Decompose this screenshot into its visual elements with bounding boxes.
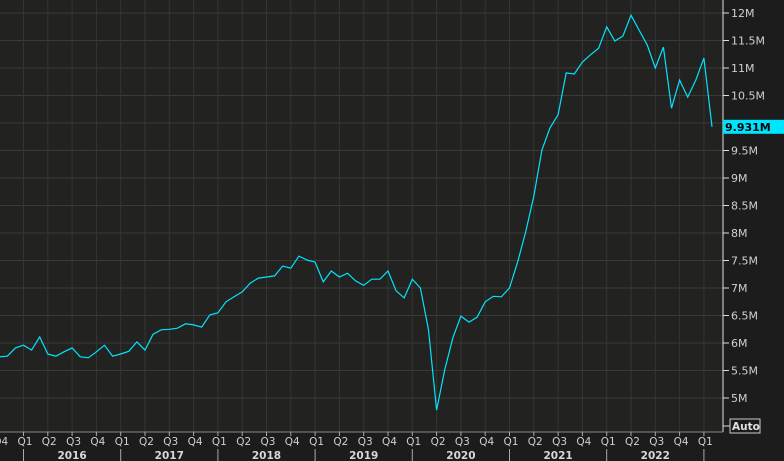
y-tick-label: 7M xyxy=(731,282,748,295)
series-line xyxy=(0,13,713,411)
auto-button-frame[interactable] xyxy=(729,418,761,434)
x-quarter-label: Q3 xyxy=(261,436,276,448)
y-tick-label: 9M xyxy=(731,172,748,185)
x-quarter-label: Q1 xyxy=(115,436,130,448)
y-tick-label: 6.5M xyxy=(731,310,758,323)
plot-area xyxy=(0,0,723,432)
x-year-label: 2017 xyxy=(155,450,184,461)
x-quarter-label: Q2 xyxy=(625,436,640,448)
x-quarter-label: Q2 xyxy=(139,436,154,448)
y-tick-label: 7.5M xyxy=(731,255,758,268)
x-year-label: 2021 xyxy=(543,450,572,461)
y-tick-label: 8.5M xyxy=(731,200,758,213)
auto-button-label[interactable]: Auto xyxy=(732,421,760,433)
x-year-label: 2018 xyxy=(252,450,281,461)
x-quarter-label: Q4 xyxy=(674,436,689,448)
x-quarter-label: Q3 xyxy=(358,436,373,448)
x-year-label: 2019 xyxy=(349,450,378,461)
auto-scale-button[interactable]: Auto xyxy=(723,418,761,434)
x-quarter-label: Q4 xyxy=(576,436,591,448)
x-quarter-label: Q2 xyxy=(236,436,251,448)
x-quarter-label: Q3 xyxy=(66,436,81,448)
x-quarter-label: Q1 xyxy=(504,436,519,448)
x-quarter-label: Q3 xyxy=(552,436,567,448)
x-quarter-label: Q1 xyxy=(406,436,421,448)
x-year-label: 2022 xyxy=(641,450,670,461)
x-quarter-label: Q3 xyxy=(455,436,470,448)
x-quarter-label: Q4 xyxy=(382,436,397,448)
x-quarter-label: Q2 xyxy=(528,436,543,448)
gridlines xyxy=(0,0,723,432)
x-quarter-label: Q4 xyxy=(0,436,8,448)
x-quarter-label: Q1 xyxy=(601,436,616,448)
x-quarter-label: Q2 xyxy=(333,436,348,448)
last-value-marker: 9.931M xyxy=(723,119,784,134)
x-quarter-label: Q3 xyxy=(649,436,664,448)
x-quarter-label: Q4 xyxy=(479,436,494,448)
x-quarter-label: Q1 xyxy=(212,436,227,448)
x-quarter-label: Q3 xyxy=(163,436,178,448)
x-quarter-label: Q2 xyxy=(42,436,57,448)
x-quarter-label: Q4 xyxy=(188,436,203,448)
x-quarter-label: Q2 xyxy=(431,436,446,448)
x-quarter-label: Q4 xyxy=(285,436,300,448)
x-quarter-label: Q1 xyxy=(698,436,713,448)
y-tick-label: 11.5M xyxy=(731,35,765,48)
x-year-label: 2020 xyxy=(446,450,475,461)
y-tick-label: 6M xyxy=(731,337,748,350)
x-quarter-label: Q1 xyxy=(309,436,324,448)
y-tick-label: 5.5M xyxy=(731,365,758,378)
y-tick-label: 10.5M xyxy=(731,90,765,103)
y-tick-label: 8M xyxy=(731,227,748,240)
y-tick-label: 11M xyxy=(731,62,755,75)
y-axis: 12M 11.5M 11M 10.5M 9.5M 9M 8.5M 8M 7.5M 7M 6.5M 6M… xyxy=(722,0,765,432)
x-quarter-label: Q1 xyxy=(18,436,33,448)
y-tick-label: 9.5M xyxy=(731,145,758,158)
last-value-box xyxy=(723,119,784,134)
x-axis: Q4 Q1 Q2 Q3 Q4 Q1 Q2 Q3 Q4 Q1 Q2 Q3 Q4 Q1 Q2 Q3 Q4 Q1 Q2 Q3… xyxy=(0,431,723,461)
x-quarter-label: Q4 xyxy=(90,436,105,448)
y-tick-label: 5M xyxy=(731,392,748,405)
y-tick-label: 12M xyxy=(731,7,755,20)
x-year-label: 2016 xyxy=(57,450,86,461)
last-value-label: 9.931M xyxy=(725,121,771,134)
